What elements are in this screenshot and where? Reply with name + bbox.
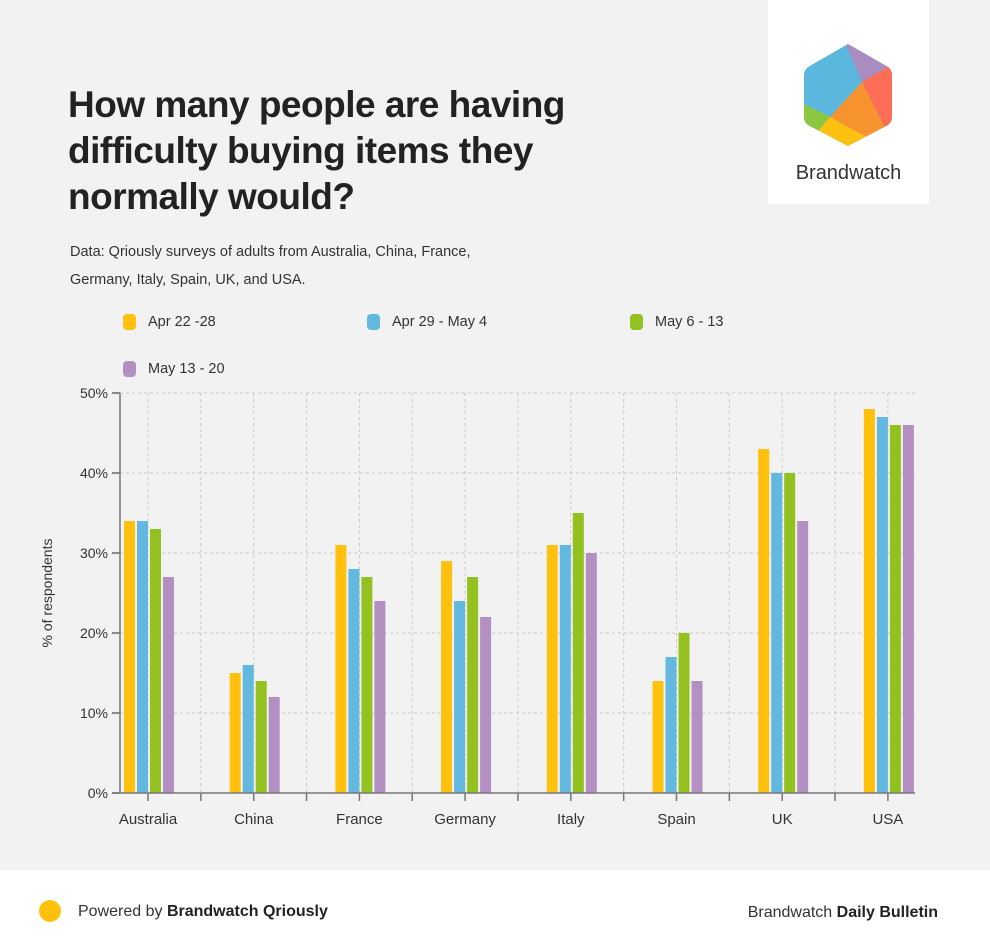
legend-item[interactable]: Apr 22 -28 [123, 314, 216, 330]
bar [758, 449, 770, 793]
bar [559, 545, 571, 793]
bar [546, 545, 558, 793]
page-title: How many people are having difficulty bu… [68, 84, 565, 217]
bar [361, 577, 373, 793]
bar [665, 657, 677, 793]
bar [124, 521, 135, 793]
x-tick-label: Italy [557, 811, 585, 828]
x-tick-label: Spain [657, 811, 695, 828]
bar [572, 513, 584, 793]
bar [902, 425, 914, 793]
y-tick-label: 0% [88, 785, 108, 801]
legend-item[interactable]: May 6 - 13 [630, 314, 724, 330]
daily-bulletin-text: Brandwatch Daily Bulletin [748, 904, 938, 922]
x-tick-label: USA [872, 811, 903, 828]
x-tick-label: UK [772, 811, 793, 828]
legend-item[interactable]: May 13 - 20 [123, 361, 225, 377]
powered-by-prefix: Powered by [78, 903, 167, 920]
x-tick-label: Germany [434, 811, 496, 828]
bar [150, 529, 161, 793]
legend-swatch [367, 314, 380, 330]
bar [242, 665, 254, 793]
powered-by-text: Powered by Brandwatch Qriously [78, 903, 328, 921]
subtitle: Data: Qriously surveys of adults from Au… [70, 244, 471, 288]
bar [691, 681, 703, 793]
y-tick-label: 20% [80, 625, 108, 641]
bar [876, 417, 888, 793]
legend-item[interactable]: Apr 29 - May 4 [367, 314, 487, 330]
x-tick-label: France [336, 811, 383, 828]
bar [863, 409, 875, 793]
footer-dot-icon [39, 900, 61, 922]
brand-logo: Brandwatch [768, 0, 929, 204]
bar [441, 561, 453, 793]
footer: Powered by Brandwatch Qriously Brandwatc… [0, 870, 990, 950]
legend-swatch [630, 314, 643, 330]
legend-label: May 6 - 13 [655, 314, 724, 330]
brandwatch-hexagon-logo-icon [804, 44, 892, 146]
bar [229, 673, 241, 793]
y-tick-label: 40% [80, 465, 108, 481]
bar-chart: 0% 10% 20% 30% 40% 50% Australia China France Ger… [39, 385, 915, 828]
x-tick-label: Australia [119, 811, 178, 828]
bar [348, 569, 360, 793]
logo-segment-orange [830, 82, 885, 140]
bar [784, 473, 796, 793]
bar [480, 617, 492, 793]
bar [255, 681, 267, 793]
x-tick-label: China [234, 811, 274, 828]
bar [335, 545, 347, 793]
y-tick-label: 50% [80, 385, 108, 401]
bulletin-prefix: Brandwatch [747, 904, 837, 921]
legend-swatch [123, 314, 136, 330]
bar [797, 521, 809, 793]
legend-label: May 13 - 20 [148, 361, 225, 377]
bar [374, 601, 386, 793]
bulletin-name: Daily Bulletin [836, 904, 938, 921]
bar [467, 577, 479, 793]
y-tick-label: 10% [80, 705, 108, 721]
legend-label: Apr 29 - May 4 [392, 314, 488, 330]
bar [889, 425, 901, 793]
bar [268, 697, 280, 793]
y-axis-label: % of respondents [39, 539, 55, 648]
bar [137, 521, 148, 793]
legend-label: Apr 22 -28 [148, 314, 216, 330]
powered-by-brand: Brandwatch Qriously [166, 903, 328, 920]
legend-swatch [123, 361, 136, 377]
logo-segment-green [804, 102, 830, 132]
bar [585, 553, 597, 793]
bar [652, 681, 664, 793]
bar [454, 601, 466, 793]
bar [678, 633, 690, 793]
logo-text: Brandwatch [795, 162, 902, 184]
bar [771, 473, 783, 793]
bar [163, 577, 174, 793]
y-tick-label: 30% [80, 545, 108, 561]
